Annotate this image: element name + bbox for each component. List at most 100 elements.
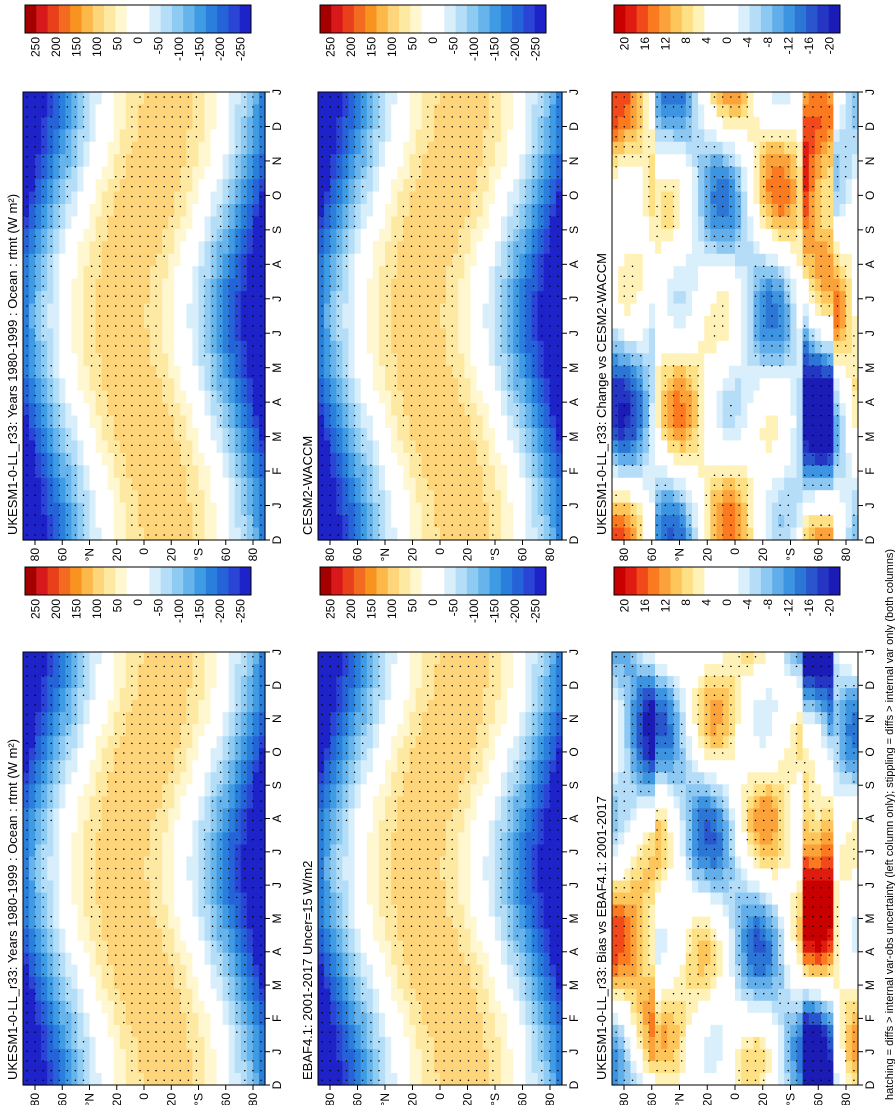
stipple-dot	[106, 790, 109, 793]
heatmap-cell	[29, 712, 36, 725]
heatmap-cell	[59, 808, 66, 821]
stipple-dot	[557, 944, 559, 947]
stipple-dot	[402, 848, 405, 851]
stipple-dot	[252, 656, 254, 658]
stipple-dot	[155, 742, 157, 745]
heatmap-cell	[131, 1060, 139, 1074]
heatmap-cell	[252, 988, 260, 1002]
heatmap-cell	[433, 688, 441, 701]
heatmap-cell	[180, 832, 187, 846]
heatmap-cell	[488, 904, 496, 918]
stipple-dot	[378, 675, 380, 677]
heatmap-cell	[59, 964, 66, 978]
heatmap-cell	[494, 784, 502, 797]
heatmap-cell	[452, 856, 459, 870]
heatmap-cell	[494, 1072, 502, 1086]
stipple-dot	[483, 665, 486, 668]
heatmap-cell	[618, 868, 625, 882]
heatmap-cell	[234, 880, 242, 894]
stipple-dot	[244, 877, 246, 879]
heatmap-cell	[35, 904, 42, 918]
stipple-dot	[435, 886, 437, 889]
heatmap-cell	[348, 832, 356, 846]
heatmap-cell	[452, 1036, 459, 1050]
heatmap-cell	[421, 940, 429, 954]
stipple-dot	[370, 1050, 372, 1053]
stipple-dot	[329, 733, 331, 735]
stipple-dot	[42, 992, 44, 995]
stipple-dot	[321, 935, 323, 937]
stipple-dot	[410, 752, 413, 754]
heatmap-cell	[174, 688, 181, 701]
heatmap-cell	[372, 664, 380, 677]
stipple-dot	[50, 954, 52, 956]
heatmap-cell	[186, 748, 193, 761]
heatmap-cell	[318, 964, 325, 978]
heatmap-cell	[543, 928, 551, 942]
heatmap-cell	[47, 844, 54, 858]
heatmap-cell	[336, 700, 343, 713]
stipple-dot	[427, 819, 429, 822]
lat-tick-label: 0	[433, 1093, 447, 1100]
heatmap-cell	[452, 1012, 459, 1026]
heatmap-cell	[168, 748, 175, 761]
stipple-dot	[171, 983, 173, 985]
stipple-dot	[329, 781, 331, 783]
heatmap-cell	[403, 796, 411, 809]
heatmap-cell	[440, 844, 447, 858]
heatmap-cell	[83, 952, 91, 966]
heatmap-cell	[324, 676, 331, 689]
heatmap-cell	[210, 700, 218, 713]
heatmap-cell	[186, 736, 193, 749]
stipple-dot	[443, 665, 445, 668]
heatmap-cell	[519, 748, 526, 761]
heatmap-cell	[77, 736, 85, 749]
heatmap-cell	[168, 916, 175, 930]
stipple-dot	[50, 665, 52, 668]
heatmap-cell	[252, 1036, 260, 1050]
stipple-dot	[337, 1069, 340, 1072]
heatmap-cell	[464, 832, 472, 846]
heatmap-cell	[180, 784, 187, 797]
stipple-dot	[549, 1050, 551, 1053]
heatmap-cell	[168, 712, 175, 725]
heatmap-cell	[29, 748, 36, 761]
heatmap-cell	[156, 652, 163, 665]
heatmap-cell	[216, 712, 224, 725]
stipple-dot	[427, 790, 429, 793]
heatmap-cell	[488, 892, 496, 906]
stipple-dot	[123, 906, 125, 908]
heatmap-cell	[476, 724, 484, 737]
heatmap-cell	[482, 904, 490, 918]
heatmap-cell	[372, 676, 380, 689]
stipple-dot	[370, 665, 372, 668]
stipple-dot	[82, 1040, 85, 1043]
heatmap-cell	[168, 664, 175, 677]
heatmap-cell	[379, 1012, 386, 1026]
heatmap-cell	[549, 988, 557, 1002]
stipple-dot	[50, 723, 52, 725]
heatmap-cell	[228, 1036, 236, 1050]
heatmap-cell	[555, 928, 563, 942]
heatmap-cell	[624, 652, 632, 665]
month-tick-label: M	[567, 913, 581, 923]
heatmap-cell	[131, 748, 139, 761]
heatmap-cell	[240, 1036, 248, 1050]
heatmap-cell	[513, 1000, 520, 1014]
stipple-dot	[516, 906, 519, 908]
heatmap-cell	[476, 976, 484, 990]
heatmap-cell	[385, 844, 392, 858]
heatmap-cell	[409, 724, 417, 737]
heatmap-cell	[113, 868, 121, 882]
stipple-dot	[337, 896, 340, 899]
stipple-dot	[260, 1050, 262, 1053]
heatmap-cell	[210, 856, 218, 870]
heatmap-cell	[427, 676, 435, 689]
heatmap-cell	[131, 952, 139, 966]
stipple-dot	[34, 1031, 36, 1033]
heatmap-cell	[204, 700, 212, 713]
heatmap-cell	[391, 832, 398, 846]
stipple-dot	[345, 752, 348, 754]
heatmap-cell	[77, 868, 85, 882]
stipple-dot	[219, 858, 222, 860]
